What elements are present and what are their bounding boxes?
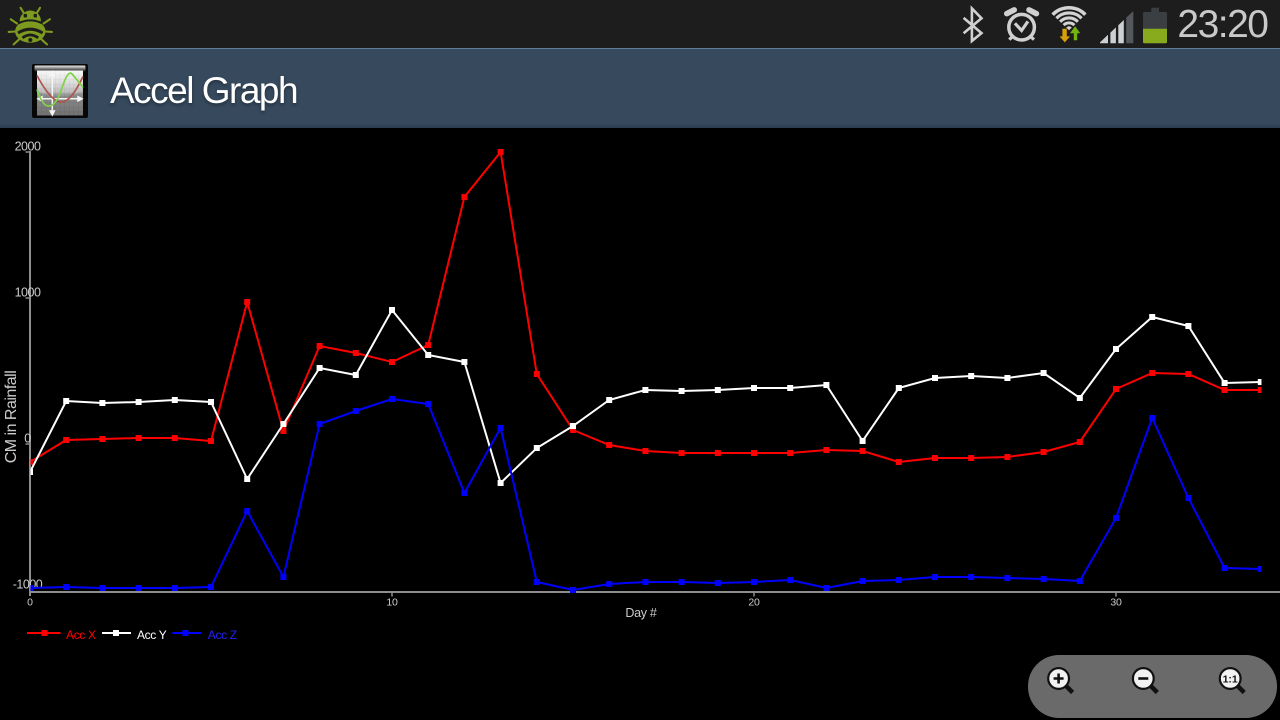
svg-text:CM in Rainfall: CM in Rainfall [3,371,20,464]
svg-text:Acc Y: Acc Y [137,628,167,642]
svg-text:0: 0 [24,432,31,446]
svg-text:1000: 1000 [15,286,41,300]
svg-text:Acc Z: Acc Z [208,628,237,642]
svg-text:30: 30 [1110,596,1122,608]
svg-text:1:1: 1:1 [1223,673,1238,685]
svg-text:-1000: -1000 [13,578,43,592]
svg-text:Day #: Day # [625,606,657,620]
svg-text:Acc X: Acc X [66,628,96,642]
svg-text:10: 10 [386,596,398,608]
svg-text:20: 20 [748,596,760,608]
svg-text:0: 0 [27,596,33,608]
svg-text:2000: 2000 [15,140,41,154]
